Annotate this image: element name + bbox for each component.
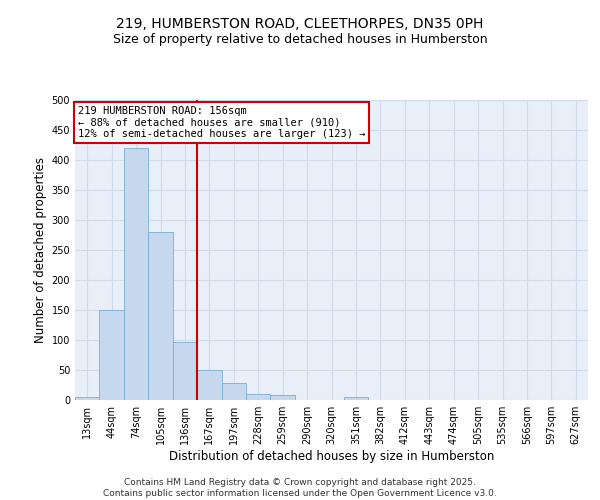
Bar [221,383,246,400]
X-axis label: Distribution of detached houses by size in Humberston: Distribution of detached houses by size … [169,450,494,463]
Bar [124,148,148,400]
Bar [344,397,368,400]
Bar [100,310,124,400]
Bar [246,394,271,400]
Text: Size of property relative to detached houses in Humberston: Size of property relative to detached ho… [113,32,487,46]
Bar [75,397,100,400]
Text: Contains HM Land Registry data © Crown copyright and database right 2025.
Contai: Contains HM Land Registry data © Crown c… [103,478,497,498]
Bar [148,232,173,400]
Bar [197,370,221,400]
Text: 219, HUMBERSTON ROAD, CLEETHORPES, DN35 0PH: 219, HUMBERSTON ROAD, CLEETHORPES, DN35 … [116,18,484,32]
Bar [173,342,197,400]
Y-axis label: Number of detached properties: Number of detached properties [34,157,47,343]
Text: 219 HUMBERSTON ROAD: 156sqm
← 88% of detached houses are smaller (910)
12% of se: 219 HUMBERSTON ROAD: 156sqm ← 88% of det… [77,106,365,139]
Bar [271,394,295,400]
